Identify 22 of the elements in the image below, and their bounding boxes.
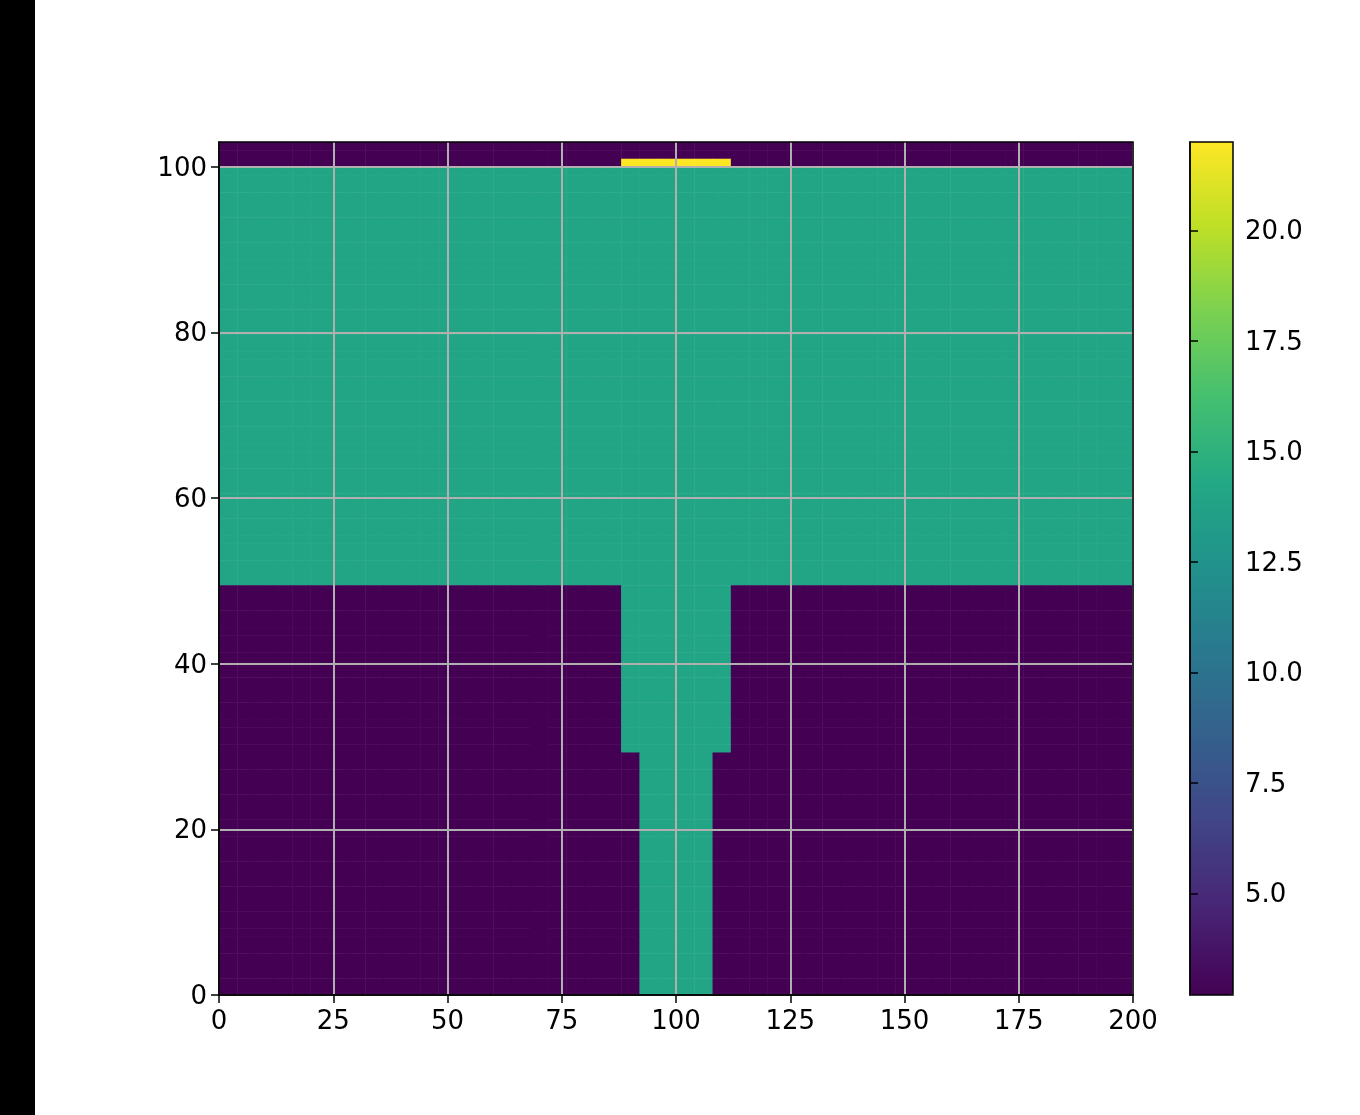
x-tick-label: 25 bbox=[316, 1005, 350, 1035]
x-tick-label: 175 bbox=[993, 1005, 1044, 1035]
x-tick-label: 75 bbox=[545, 1005, 579, 1035]
y-tick-label: 60 bbox=[173, 483, 207, 514]
color-bar-label: 7.5 bbox=[1245, 767, 1287, 798]
color-bar-label: 12.5 bbox=[1245, 546, 1303, 577]
color-bar-label: 17.5 bbox=[1245, 325, 1303, 356]
x-tick-label: 0 bbox=[210, 1005, 228, 1035]
y-tick-label: 100 bbox=[157, 151, 207, 182]
x-tick-label: 50 bbox=[430, 1005, 465, 1035]
x-tick-label: 150 bbox=[879, 1005, 930, 1035]
x-tick-label: 100 bbox=[651, 1005, 701, 1035]
y-tick-label: 80 bbox=[173, 317, 207, 348]
color-bar-label: 10.0 bbox=[1245, 657, 1303, 688]
y-tick-label: 0 bbox=[190, 980, 207, 1010]
color-bar-label: 20.0 bbox=[1245, 215, 1303, 246]
x-tick-label: 200 bbox=[1108, 1005, 1158, 1035]
y-tick-label: 40 bbox=[173, 648, 207, 679]
color-bar-label: 5.0 bbox=[1245, 878, 1287, 909]
x-tick-label: 125 bbox=[765, 1005, 816, 1035]
y-tick-label: 20 bbox=[173, 814, 207, 845]
color-bar-label: 15.0 bbox=[1245, 436, 1303, 467]
